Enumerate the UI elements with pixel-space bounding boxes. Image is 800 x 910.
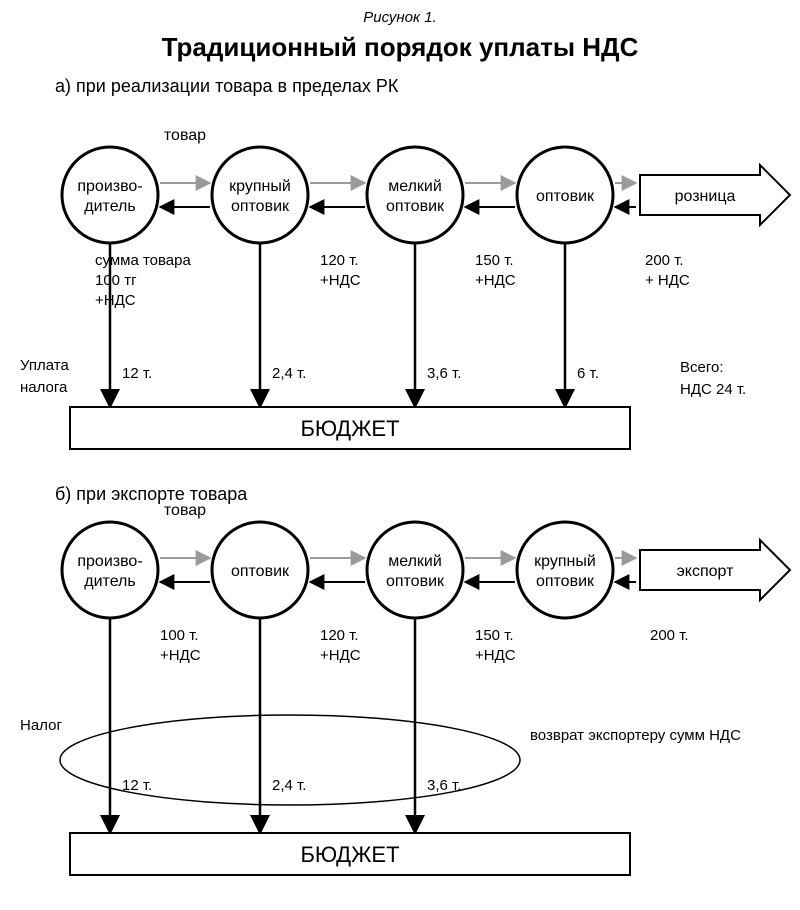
node-label: оптовик: [231, 563, 290, 580]
block-arrow-label: экспорт: [677, 563, 734, 580]
back-label: +НДС: [320, 272, 361, 289]
tax-left-label: Налог: [20, 717, 62, 734]
node-label: оптовик: [536, 573, 595, 590]
main-title: Традиционный порядок уплаты НДС: [162, 32, 639, 62]
section-a-label: а) при реализации товара в пределах РК: [55, 76, 399, 96]
refund-label: возврат экспортеру сумм НДС: [530, 727, 741, 744]
tovar-label: товар: [164, 127, 206, 144]
back-label: +НДС: [475, 272, 516, 289]
back-label: 100 т.: [160, 627, 199, 644]
node-label: оптовик: [231, 198, 290, 215]
background: [0, 0, 800, 910]
node-label: произво-: [77, 553, 142, 570]
tax-left-label: Уплата: [20, 357, 69, 374]
node-label: крупный: [229, 178, 291, 195]
node-label: оптовик: [536, 188, 595, 205]
node-label: произво-: [77, 178, 142, 195]
node-label: оптовик: [386, 573, 445, 590]
back-label: +НДС: [320, 647, 361, 664]
tax-amount: 2,4 т.: [272, 777, 306, 794]
back-label: 150 т.: [475, 252, 514, 269]
node-circle: [367, 522, 463, 618]
tax-amount: 3,6 т.: [427, 365, 461, 382]
node-label: мелкий: [388, 178, 442, 195]
tovar-label: товар: [164, 502, 206, 519]
back-label: 120 т.: [320, 627, 359, 644]
tax-amount: 12 т.: [122, 365, 152, 382]
budget-label: БЮДЖЕТ: [300, 416, 399, 441]
back-label: 150 т.: [475, 627, 514, 644]
node-circle: [62, 147, 158, 243]
node-label: мелкий: [388, 553, 442, 570]
tax-left-label: налога: [20, 379, 68, 396]
back-label: 200 т.: [650, 627, 689, 644]
back-label: 200 т.: [645, 252, 684, 269]
back-label: +НДС: [95, 292, 136, 309]
back-label: 120 т.: [320, 252, 359, 269]
tax-amount: 2,4 т.: [272, 365, 306, 382]
node-label: крупный: [534, 553, 596, 570]
node-circle: [212, 147, 308, 243]
back-label: 100 тг: [95, 272, 137, 289]
node-label: оптовик: [386, 198, 445, 215]
back-label: + НДС: [645, 272, 690, 289]
figure-label: Рисунок 1.: [363, 9, 437, 26]
section-b-label: б) при экспорте товара: [55, 484, 248, 504]
diagram-svg: Рисунок 1. Традиционный порядок уплаты НД…: [0, 0, 800, 910]
total-label: НДС 24 т.: [680, 381, 746, 398]
node-circle: [62, 522, 158, 618]
node-circle: [367, 147, 463, 243]
block-arrow-label: розница: [675, 188, 736, 205]
node-label: дитель: [84, 198, 135, 215]
tax-amount: 6 т.: [577, 365, 599, 382]
total-label: Всего:: [680, 359, 724, 376]
node-circle: [517, 522, 613, 618]
budget-label: БЮДЖЕТ: [300, 842, 399, 867]
node-label: дитель: [84, 573, 135, 590]
back-label: +НДС: [160, 647, 201, 664]
back-label: +НДС: [475, 647, 516, 664]
